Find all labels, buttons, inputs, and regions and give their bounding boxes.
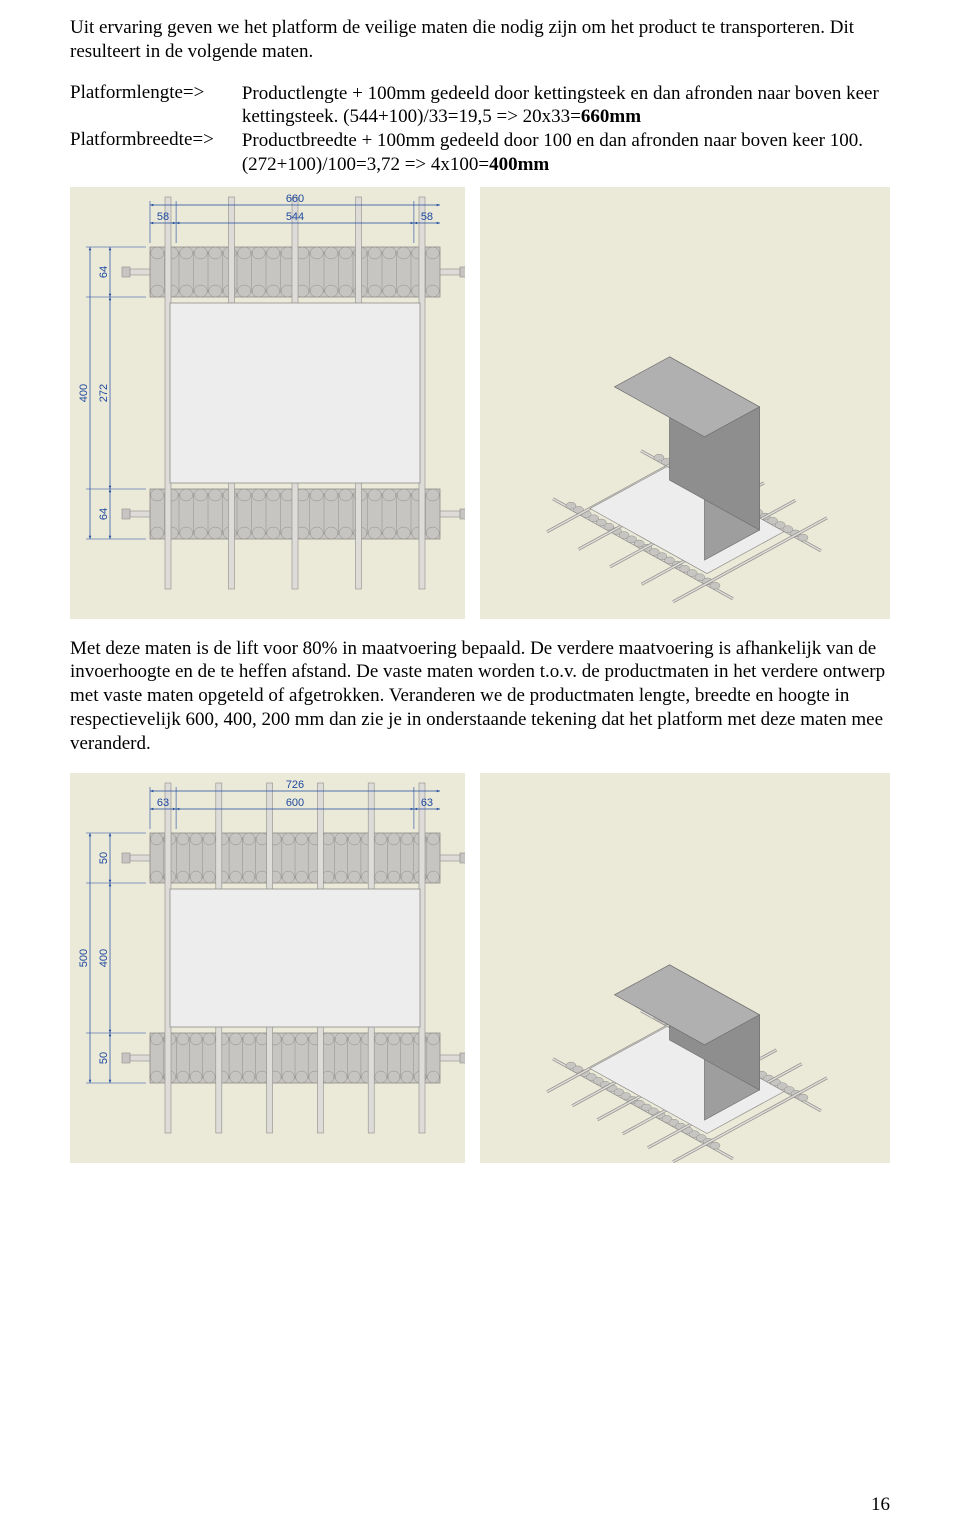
def-label: Platformbreedte=> xyxy=(70,129,242,177)
svg-text:58: 58 xyxy=(157,211,169,223)
svg-text:272: 272 xyxy=(98,383,110,401)
svg-text:400: 400 xyxy=(98,949,110,967)
svg-text:64: 64 xyxy=(98,507,110,519)
figure-2: 726 63 600 63 500 50 400 50 xyxy=(70,773,890,1163)
platform-top-view-2: 726 63 600 63 500 50 400 50 xyxy=(70,773,465,1163)
svg-text:660: 660 xyxy=(286,193,304,205)
def-body: Productbreedte + 100mm gedeeld door 100 … xyxy=(242,129,890,177)
svg-text:600: 600 xyxy=(286,797,304,809)
svg-text:63: 63 xyxy=(421,797,433,809)
svg-text:544: 544 xyxy=(286,211,304,223)
svg-text:400: 400 xyxy=(78,383,90,401)
svg-text:58: 58 xyxy=(421,211,433,223)
figure-1-right-panel xyxy=(480,187,890,619)
svg-text:50: 50 xyxy=(98,852,110,864)
figure-2-right-panel xyxy=(480,773,890,1163)
def-body-text: Productlengte + 100mm gedeeld door ketti… xyxy=(242,83,879,128)
figure-1-left-panel: 660 58 544 58 400 64 272 64 xyxy=(70,187,465,619)
definitions: Platformlengte=> Productlengte + 100mm g… xyxy=(70,82,890,177)
svg-text:64: 64 xyxy=(98,265,110,277)
def-label: Platformlengte=> xyxy=(70,82,242,130)
svg-text:50: 50 xyxy=(98,1052,110,1064)
svg-text:500: 500 xyxy=(78,949,90,967)
def-body-bold: 400mm xyxy=(489,154,549,175)
mid-para: Met deze maten is de lift voor 80% in ma… xyxy=(70,637,890,756)
svg-text:63: 63 xyxy=(157,797,169,809)
def-body: Productlengte + 100mm gedeeld door ketti… xyxy=(242,82,890,130)
def-platformlengte: Platformlengte=> Productlengte + 100mm g… xyxy=(70,82,890,130)
figure-1: 660 58 544 58 400 64 272 64 xyxy=(70,187,890,619)
platform-iso-view-2 xyxy=(480,773,890,1163)
def-body-bold: 660mm xyxy=(581,106,641,127)
svg-text:726: 726 xyxy=(286,779,304,791)
platform-iso-view-1 xyxy=(480,187,890,619)
intro-para: Uit ervaring geven we het platform de ve… xyxy=(70,16,890,64)
platform-top-view-1: 660 58 544 58 400 64 272 64 xyxy=(70,187,465,619)
def-body-text: Productbreedte + 100mm gedeeld door 100 … xyxy=(242,130,863,175)
def-platformbreedte: Platformbreedte=> Productbreedte + 100mm… xyxy=(70,129,890,177)
page-number: 16 xyxy=(871,1494,890,1516)
figure-2-left-panel: 726 63 600 63 500 50 400 50 xyxy=(70,773,465,1163)
